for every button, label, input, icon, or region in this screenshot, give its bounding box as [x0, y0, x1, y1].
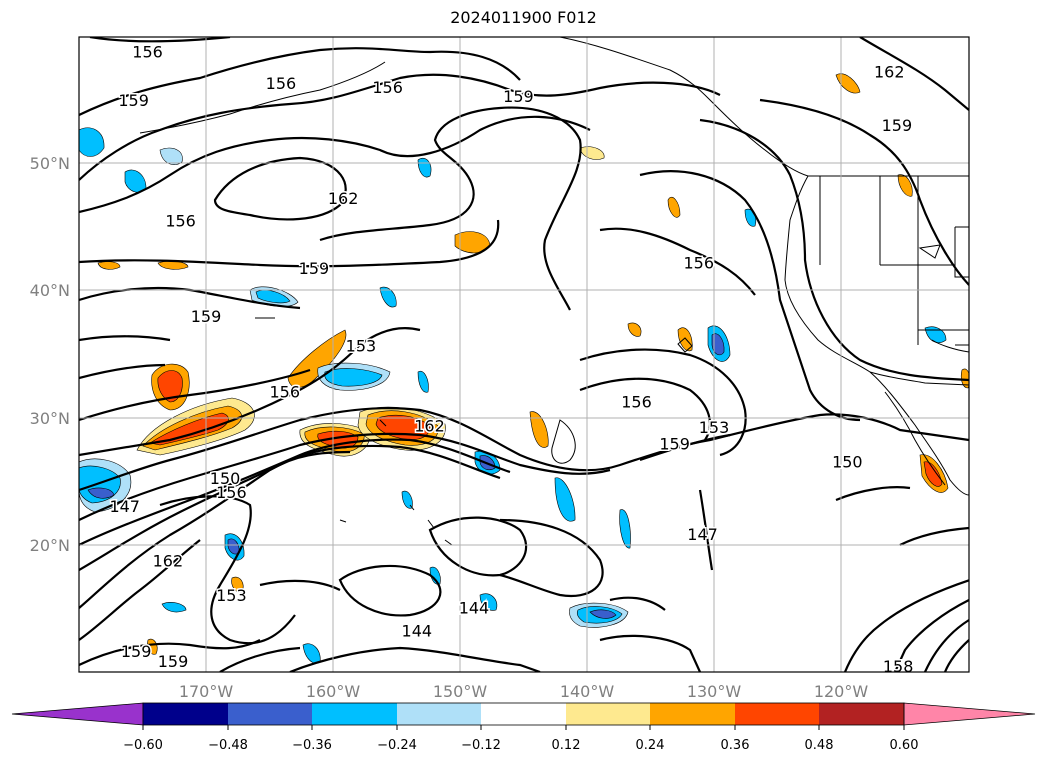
contour-label: 159 — [882, 116, 913, 135]
coastlines — [139, 37, 969, 546]
contour-label: 156 — [621, 392, 652, 411]
contour-label: 156 — [132, 42, 163, 61]
colorbar-label: 0.24 — [636, 738, 665, 753]
longitude-ticks: 170°W 160°W 150°W 140°W 130°W 120°W — [179, 682, 869, 701]
colorbar-label: −0.36 — [292, 738, 332, 753]
contour-label: 159 — [118, 91, 149, 110]
colorbar-extend-low — [11, 702, 144, 726]
colorbar-label: 0.36 — [721, 738, 750, 753]
contour-label: 147 — [687, 525, 718, 544]
colorbar-extend-high — [903, 702, 1036, 726]
contour-label: 156 — [372, 78, 403, 97]
colorbar-bin — [143, 703, 228, 725]
contour-label: 158 — [883, 657, 914, 676]
colorbar-bin — [397, 703, 481, 725]
contour-label: 156 — [266, 74, 297, 93]
negative-anomaly-shading — [79, 127, 947, 664]
contour-label: 159 — [121, 642, 152, 661]
colorbar-bin — [228, 703, 312, 725]
contour-labels: 156 156 156 159 162 159 159 162 156 159 156 159 153 1… — [108, 41, 953, 703]
contour-label: 153 — [699, 418, 730, 437]
colorbar-bin — [481, 703, 566, 725]
thin-contours — [255, 244, 941, 464]
map-title: 2024011900 F012 — [450, 8, 597, 27]
lon-tick-160w: 160°W — [306, 682, 361, 701]
colorbar-bin — [650, 703, 735, 725]
contour-label: 147 — [109, 497, 140, 516]
colorbar-label: 0.60 — [890, 738, 919, 753]
colorbar-label: −0.60 — [123, 738, 163, 753]
contour-label: 159 — [191, 307, 222, 326]
contour-label: 162 — [874, 63, 905, 82]
contour-label: 150 — [832, 452, 863, 471]
map-panel: 156 156 156 159 162 159 159 162 156 159 156 159 153 1… — [79, 37, 969, 703]
colorbar-label: −0.12 — [461, 738, 501, 753]
contour-label: 144 — [405, 684, 436, 703]
lon-tick-170w: 170°W — [179, 682, 234, 701]
latitude-ticks: 20°N 30°N 40°N 50°N — [30, 154, 70, 555]
colorbar-bin — [735, 703, 819, 725]
contour-label: 159 — [158, 652, 189, 671]
contour-label: 153 — [216, 586, 247, 605]
gridlines — [79, 37, 969, 672]
lon-tick-140w: 140°W — [560, 682, 615, 701]
colorbar-label: −0.48 — [208, 738, 248, 753]
lon-tick-130w: 130°W — [687, 682, 742, 701]
lat-tick-30: 30°N — [30, 409, 70, 428]
contour-label: 162 — [328, 189, 359, 208]
colorbar-bin — [819, 703, 904, 725]
contour-label: 150 — [210, 469, 241, 488]
map-frame — [78, 36, 970, 673]
lon-tick-120w: 120°W — [814, 682, 869, 701]
colorbar-bin — [312, 703, 397, 725]
contour-label: 156 — [165, 212, 196, 231]
colorbar-label: −0.24 — [377, 738, 417, 753]
contour-label: 144 — [459, 599, 490, 618]
lon-tick-150w: 150°W — [433, 682, 488, 701]
contour-label: 156 — [269, 382, 300, 401]
contour-label: 159 — [659, 434, 690, 453]
colorbar: −0.60 −0.48 −0.36 −0.24 −0.12 0.12 0.24 … — [11, 702, 1036, 753]
lat-tick-20: 20°N — [30, 536, 70, 555]
contour-label: 156 — [216, 483, 247, 502]
contour-label: 162 — [414, 417, 445, 436]
contour-label: 162 — [921, 670, 952, 689]
colorbar-bin — [566, 703, 650, 725]
lat-tick-40: 40°N — [30, 281, 70, 300]
contour-label: 159 — [299, 259, 330, 278]
contour-label: 156 — [683, 254, 714, 273]
colorbar-label: 0.12 — [552, 738, 581, 753]
contour-label: 159 — [503, 87, 534, 106]
contour-label: 162 — [153, 552, 184, 571]
contour-label: 153 — [346, 336, 377, 355]
lat-tick-50: 50°N — [30, 154, 70, 173]
contour-label: 144 — [402, 622, 433, 641]
colorbar-label: 0.48 — [805, 738, 834, 753]
